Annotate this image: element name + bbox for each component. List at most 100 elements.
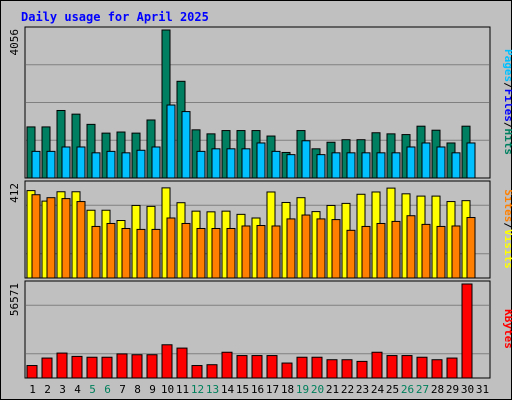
bar-kbytes-day-27 bbox=[416, 356, 428, 379]
bar-pages-day-16 bbox=[256, 142, 266, 179]
bar-pages-day-10 bbox=[166, 104, 176, 179]
bar-sites-day-22 bbox=[346, 229, 356, 279]
bar-kbytes-day-7 bbox=[116, 353, 128, 379]
x-tick-label: 17 bbox=[266, 383, 279, 396]
legend-part: Sites bbox=[502, 189, 512, 222]
bar-sites-day-30 bbox=[466, 217, 476, 279]
bar-kbytes-day-14 bbox=[221, 351, 233, 379]
x-tick-label: 4 bbox=[74, 383, 81, 396]
legend-part: Files bbox=[502, 89, 512, 122]
bar-kbytes-day-21 bbox=[326, 359, 338, 379]
bar-kbytes-day-9 bbox=[146, 354, 158, 379]
x-tick-label: 7 bbox=[119, 383, 126, 396]
bar-kbytes-day-28 bbox=[431, 359, 443, 379]
x-tick-label: 23 bbox=[356, 383, 369, 396]
bar-sites-day-1 bbox=[31, 194, 41, 279]
x-axis-labels: 1 2 3 4 5 6 7 8 9 10 11 12 13 14 15 16 17 18 19 20 21 22 23 24 2… bbox=[29, 383, 489, 396]
bar-kbytes-day-10 bbox=[161, 344, 173, 379]
bar-pages-day-3 bbox=[61, 146, 71, 179]
bar-sites-day-19 bbox=[301, 214, 311, 279]
x-tick-label: 10 bbox=[161, 383, 174, 396]
x-tick-label: 22 bbox=[341, 383, 354, 396]
bar-kbytes-day-2 bbox=[41, 357, 53, 379]
x-tick-label: 5 bbox=[89, 383, 96, 396]
bar-sites-day-18 bbox=[286, 218, 296, 279]
bar-pages-day-1 bbox=[31, 150, 41, 179]
bar-hits-day-10 bbox=[161, 29, 171, 179]
x-tick-label: 27 bbox=[416, 383, 429, 396]
x-tick-label: 8 bbox=[134, 383, 141, 396]
bar-sites-day-20 bbox=[316, 218, 326, 279]
x-tick-label: 3 bbox=[59, 383, 66, 396]
bar-pages-day-15 bbox=[241, 148, 251, 179]
bar-sites-day-2 bbox=[46, 197, 56, 279]
x-tick-label: 13 bbox=[206, 383, 219, 396]
bar-pages-day-24 bbox=[376, 152, 386, 179]
bar-sites-day-24 bbox=[376, 222, 386, 279]
legend-kbytes: KBytes bbox=[502, 309, 512, 349]
bar-kbytes-day-12 bbox=[191, 365, 203, 379]
legend-part: Hits bbox=[502, 129, 512, 156]
bar-kbytes-day-30 bbox=[461, 283, 473, 379]
bar-kbytes-day-20 bbox=[311, 356, 323, 379]
bar-sites-day-26 bbox=[406, 215, 416, 279]
bar-pages-day-2 bbox=[46, 150, 56, 179]
bar-sites-day-13 bbox=[211, 227, 221, 279]
bar-pages-day-9 bbox=[151, 146, 161, 179]
bar-pages-day-11 bbox=[181, 111, 191, 179]
x-tick-label: 19 bbox=[296, 383, 309, 396]
bar-kbytes-day-17 bbox=[266, 355, 278, 379]
bar-pages-day-25 bbox=[391, 152, 401, 179]
x-tick-label: 30 bbox=[461, 383, 474, 396]
bar-sites-day-14 bbox=[226, 227, 236, 279]
bar-hits-day-3 bbox=[56, 109, 66, 179]
bar-kbytes-day-25 bbox=[386, 355, 398, 379]
bar-sites-day-21 bbox=[331, 219, 341, 279]
x-tick-label: 24 bbox=[371, 383, 385, 396]
bar-pages-day-27 bbox=[421, 142, 431, 179]
panel-visits-sites: 412 Sites/Visits bbox=[8, 180, 512, 279]
chart-title: Daily usage for April 2025 bbox=[21, 10, 209, 24]
x-tick-label: 12 bbox=[191, 383, 204, 396]
y-max-label: 412 bbox=[8, 183, 21, 203]
bar-sites-day-6 bbox=[106, 222, 116, 279]
bar-kbytes-day-29 bbox=[446, 357, 458, 379]
bar-hits-day-4 bbox=[71, 113, 81, 179]
x-tick-label: 9 bbox=[149, 383, 156, 396]
bar-pages-day-21 bbox=[331, 152, 341, 179]
x-tick-label: 2 bbox=[44, 383, 51, 396]
x-tick-label: 1 bbox=[29, 383, 36, 396]
y-max-label: 56571 bbox=[8, 283, 21, 316]
x-tick-label: 15 bbox=[236, 383, 249, 396]
bar-pages-day-22 bbox=[346, 152, 356, 179]
legend-part: Pages bbox=[502, 49, 512, 82]
bar-kbytes-day-8 bbox=[131, 354, 143, 379]
x-tick-label: 31 bbox=[476, 383, 489, 396]
bar-pages-day-17 bbox=[271, 150, 281, 179]
panel-kbytes: 56571 KBytes bbox=[8, 280, 512, 379]
bar-pages-day-18 bbox=[286, 154, 296, 179]
bar-pages-day-19 bbox=[301, 140, 311, 179]
bar-sites-day-10 bbox=[166, 217, 176, 279]
legend-part: Visits bbox=[502, 229, 512, 269]
bar-sites-day-11 bbox=[181, 222, 191, 279]
legend-pages-files-hits: Pages/Files/Hits bbox=[502, 49, 512, 155]
legend-part: / bbox=[502, 222, 512, 229]
bar-sites-day-7 bbox=[121, 227, 131, 279]
legend-part: KBytes bbox=[502, 309, 512, 349]
bar-kbytes-day-16 bbox=[251, 355, 263, 379]
bar-sites-day-4 bbox=[76, 201, 86, 279]
x-tick-label: 29 bbox=[446, 383, 459, 396]
x-tick-label: 25 bbox=[386, 383, 399, 396]
bar-kbytes-day-24 bbox=[371, 351, 383, 379]
bar-sites-day-16 bbox=[256, 225, 266, 279]
bar-kbytes-day-23 bbox=[356, 360, 368, 379]
legend-visits-sites: Sites/Visits bbox=[502, 189, 512, 269]
bar-pages-day-13 bbox=[211, 148, 221, 179]
bar-kbytes-day-11 bbox=[176, 347, 188, 379]
bar-kbytes-day-5 bbox=[86, 356, 98, 379]
